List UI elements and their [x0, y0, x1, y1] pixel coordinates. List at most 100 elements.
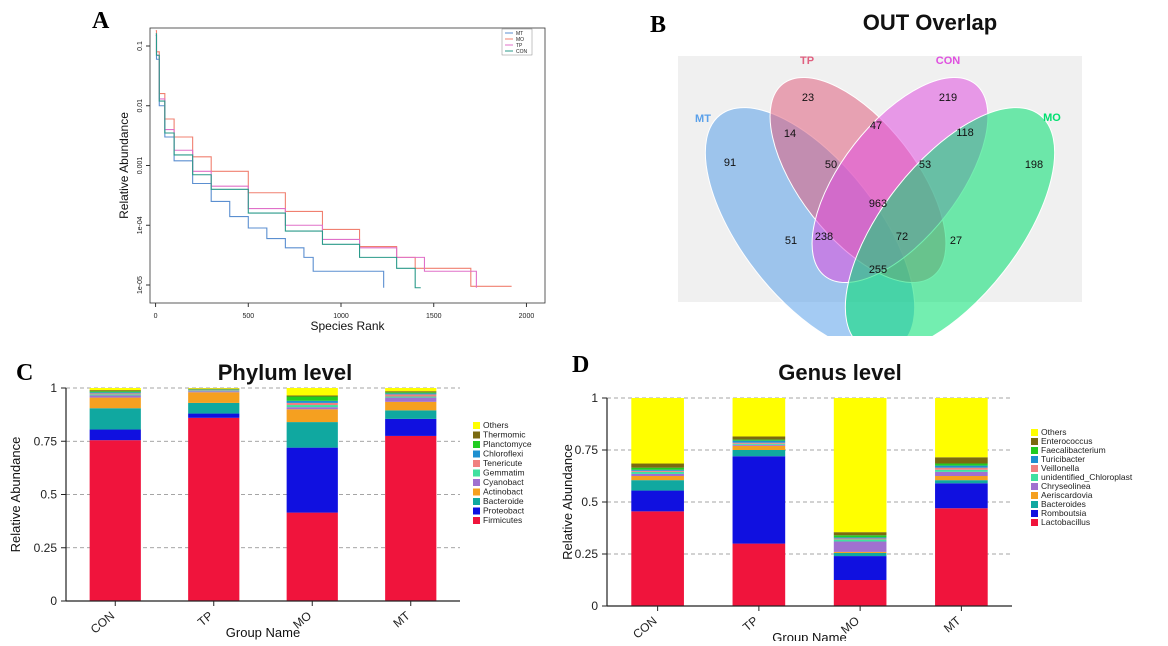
- bar-segment-faecalibacterium: [935, 464, 988, 466]
- legend-swatch: [473, 508, 480, 515]
- bar-segment-firmicutes: [188, 418, 239, 601]
- bar-segment-unidentified_chloroplast: [631, 472, 684, 474]
- legend-swatch: [473, 517, 480, 524]
- bar-segment-lactobacillus: [733, 544, 786, 606]
- bar-segment-aeriscardovia: [733, 446, 786, 450]
- legend-swatch: [473, 460, 480, 467]
- venn-set-label-con: CON: [936, 55, 961, 67]
- venn-count: 14: [784, 128, 796, 140]
- bar-segment-planctomycetes: [90, 391, 141, 392]
- bar-segment-chryseolinea: [733, 445, 786, 446]
- bar-segment-lactobacillus: [834, 580, 887, 606]
- bar-segment-others: [834, 398, 887, 532]
- x-tick-label: TP: [740, 614, 761, 635]
- bar-segment-cyanobacteria: [385, 398, 436, 402]
- venn-count: 255: [869, 264, 887, 276]
- bar-segment-faecalibacterium: [631, 468, 684, 470]
- y-tick-label: 1e-05: [137, 276, 144, 294]
- legend-label: Lactobacillus: [1041, 517, 1090, 527]
- panel-label-a: A: [92, 8, 109, 35]
- y-tick-label: 0.5: [581, 495, 598, 509]
- bar-segment-actinobacteria: [287, 409, 338, 422]
- legend-swatch: [1031, 438, 1038, 445]
- y-axis-label: Relative Abundance: [560, 444, 575, 560]
- bar-segment-actinobacteria: [385, 402, 436, 411]
- legend-label: Cyanobact: [483, 477, 524, 487]
- legend-label: Firmicutes: [483, 515, 522, 525]
- legend-label: Gemmatim: [483, 468, 525, 478]
- legend-swatch: [1031, 483, 1038, 490]
- bar-segment-others: [631, 398, 684, 464]
- y-tick-label: 0.25: [575, 547, 599, 561]
- bar-segment-cyanobacteria: [188, 391, 239, 392]
- venn-count: 51: [785, 235, 797, 247]
- chart-title: Phylum level: [218, 360, 353, 385]
- legend-label: Bacteroide: [483, 496, 524, 506]
- legend-swatch: [1031, 474, 1038, 481]
- legend-swatch: [1031, 429, 1038, 436]
- x-tick-label: TP: [195, 609, 216, 630]
- venn-set-label-tp: TP: [800, 55, 814, 67]
- bar-segment-thermomicrobia: [287, 395, 338, 396]
- y-tick-label: 1: [591, 391, 598, 405]
- bar-segment-bacteroidetes: [287, 422, 338, 448]
- bar-segment-tenericutes: [90, 393, 141, 394]
- venn-count: 118: [956, 127, 974, 139]
- venn-count: 91: [724, 157, 736, 169]
- x-tick-label: CON: [630, 614, 659, 641]
- bar-segment-unidentified_chloroplast: [834, 539, 887, 541]
- bar-segment-cyanobacteria: [90, 395, 141, 397]
- venn-count: 72: [896, 231, 908, 243]
- bar-segment-faecalibacterium: [834, 535, 887, 537]
- bar-segment-turicibacter: [631, 470, 684, 471]
- x-tick-label: 1500: [426, 313, 442, 320]
- venn-count: 47: [870, 120, 882, 132]
- venn-count: 198: [1025, 159, 1043, 171]
- bar-segment-firmicutes: [385, 436, 436, 601]
- bar-segment-veillonella: [935, 468, 988, 470]
- legend-swatch: [1031, 519, 1038, 526]
- y-tick-label: 0.01: [137, 99, 144, 113]
- bar-segment-romboutsia: [631, 491, 684, 512]
- legend-label: Chloroflexi: [483, 449, 523, 459]
- legend-swatch: [473, 441, 480, 448]
- y-tick-label: 1e-04: [137, 216, 144, 234]
- legend-label: Proteobact: [483, 506, 525, 516]
- bar-segment-turicibacter: [733, 441, 786, 443]
- bar-segment-chryseolinea: [935, 472, 988, 476]
- curve-tp: [156, 35, 477, 287]
- bar-segment-gemmatimonadetes: [90, 394, 141, 395]
- bar-segment-bacteroides: [631, 480, 684, 490]
- legend-swatch: [1031, 492, 1038, 499]
- bar-segment-tenericutes: [385, 394, 436, 396]
- legend-swatch: [473, 498, 480, 505]
- y-tick-label: 0.25: [34, 541, 58, 555]
- bar-segment-chloroflexi: [385, 393, 436, 394]
- x-tick-label: 2000: [519, 313, 535, 320]
- bar-segment-enterococcus: [935, 457, 988, 463]
- bar-segment-chryseolinea: [631, 474, 684, 476]
- y-tick-label: 1: [50, 381, 57, 395]
- legend-swatch: [473, 479, 480, 486]
- legend-swatch: [473, 422, 480, 429]
- x-tick-label: 500: [242, 313, 254, 320]
- venn-set-label-mt: MT: [695, 113, 711, 125]
- bar-segment-firmicutes: [287, 513, 338, 601]
- x-axis-label: Group Name: [772, 630, 846, 641]
- bar-segment-enterococcus: [834, 532, 887, 535]
- bar-segment-actinobacteria: [188, 392, 239, 403]
- curve-con: [156, 34, 421, 288]
- bar-segment-proteobacteria: [188, 414, 239, 418]
- panel-label-d: D: [572, 352, 589, 379]
- bar-segment-bacteroides: [935, 480, 988, 483]
- curve-mt: [156, 35, 384, 287]
- bar-segment-gemmatimonadetes: [287, 405, 338, 407]
- bar-segment-romboutsia: [935, 483, 988, 508]
- x-axis-label: Species Rank: [310, 319, 385, 333]
- legend-label: Thermomic: [483, 430, 526, 440]
- legend-swatch: [473, 432, 480, 439]
- y-tick-label: 0.1: [137, 41, 144, 51]
